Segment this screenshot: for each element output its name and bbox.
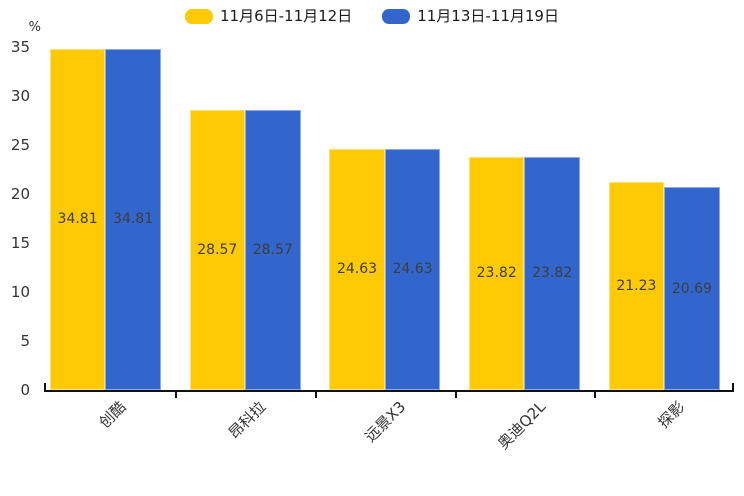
- y-axis-tick-label: 30: [10, 87, 30, 105]
- y-axis-tick-label: 20: [10, 185, 30, 203]
- legend-swatch-icon: [185, 8, 213, 24]
- bar-value-label: 23.82: [476, 265, 517, 282]
- x-axis-tick: [594, 392, 597, 398]
- x-axis-category-label: 探影: [654, 397, 689, 432]
- chart-legend: 11月6日-11月12日 11月13日-11月19日: [0, 6, 744, 26]
- y-axis-tick-label: 35: [10, 38, 30, 56]
- x-axis-category-label: 创酷: [95, 397, 130, 432]
- bar-value-label: 24.63: [336, 261, 378, 278]
- y-axis-tick-label: 25: [10, 136, 30, 154]
- bar-value-label: 20.69: [671, 280, 712, 297]
- legend-item-label: 11月6日-11月12日: [220, 7, 353, 25]
- bar[interactable]: [384, 148, 441, 390]
- bar-value-label: 23.82: [532, 265, 573, 282]
- bar[interactable]: [468, 156, 525, 390]
- x-axis-end-tick: [732, 383, 734, 390]
- bar-value-label: 21.23: [616, 277, 657, 294]
- legend-swatch-icon: [382, 8, 411, 24]
- x-axis-tick: [314, 392, 317, 398]
- bar-value-label: 34.81: [57, 211, 98, 228]
- x-axis-tick: [454, 392, 457, 398]
- x-axis-category-label: 昂科拉: [224, 397, 270, 443]
- y-axis-tick-label: 15: [10, 234, 30, 252]
- x-axis-line: [44, 390, 734, 392]
- y-axis-tick-label: 10: [10, 283, 30, 301]
- bar[interactable]: [608, 181, 665, 390]
- legend-item[interactable]: 11月13日-11月19日: [382, 6, 559, 26]
- legend-item-label: 11月13日-11月19日: [417, 7, 559, 25]
- bar-value-label: 28.57: [252, 242, 293, 258]
- bar-value-label: 34.81: [113, 211, 154, 228]
- bar[interactable]: [105, 48, 161, 390]
- bar[interactable]: [189, 110, 246, 390]
- x-axis-category-label: 奥迪Q2L: [493, 397, 549, 453]
- x-axis-category-label: 远景X3: [361, 397, 410, 446]
- y-axis-tick-label: 0: [20, 381, 30, 399]
- x-axis-end-tick: [44, 383, 46, 390]
- bar[interactable]: [524, 156, 580, 390]
- bar[interactable]: [245, 110, 301, 390]
- x-axis-tick: [175, 392, 178, 398]
- legend-item[interactable]: 11月6日-11月12日: [185, 6, 352, 26]
- bar[interactable]: [664, 187, 720, 390]
- y-axis-tick-label: 5: [20, 332, 30, 350]
- y-axis-unit-label: %: [28, 20, 41, 35]
- bar[interactable]: [49, 48, 106, 390]
- bar-value-label: 28.57: [197, 242, 238, 258]
- bar-value-label: 24.63: [392, 261, 433, 278]
- bar[interactable]: [329, 148, 385, 390]
